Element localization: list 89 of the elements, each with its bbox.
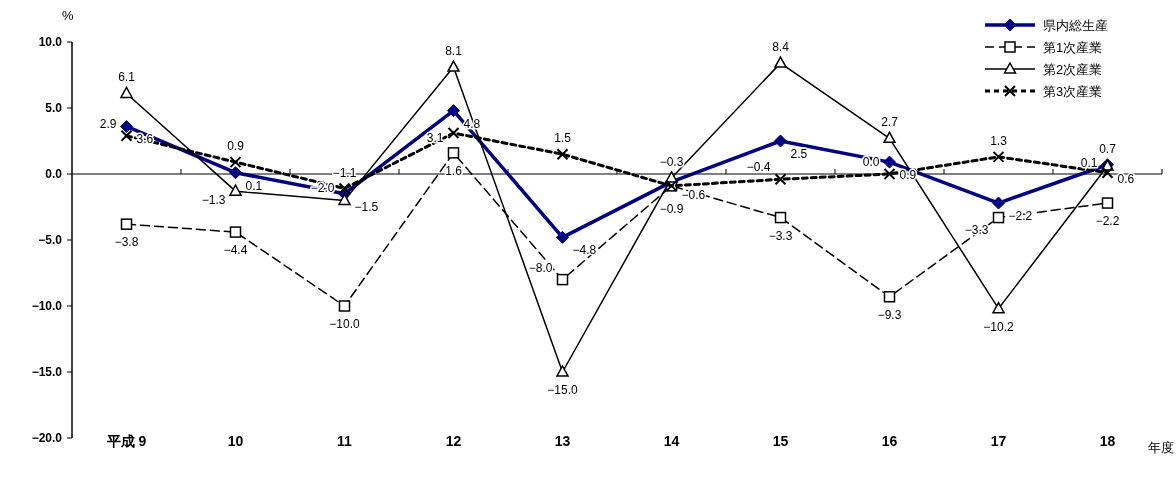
data-label: −1.5	[354, 199, 379, 214]
data-label: −10.0	[329, 317, 360, 331]
x-tick-label: 12	[445, 433, 462, 449]
y-tick-label: −10.0	[31, 299, 63, 313]
point	[1101, 166, 1114, 179]
y-tick-label: 0.0	[45, 167, 63, 181]
y-tick-label: 5.0	[45, 101, 63, 115]
x-tick-label: 平成 9	[105, 433, 147, 449]
data-label: 0.6	[1117, 172, 1135, 187]
data-label: 2.5	[790, 147, 808, 161]
point	[992, 196, 1005, 210]
point	[556, 148, 569, 161]
data-label: −0.9	[659, 201, 684, 216]
data-label: −3.3	[964, 223, 989, 238]
data-label: 6.1	[118, 70, 136, 85]
point	[1101, 197, 1114, 209]
x-tick-label: 16	[881, 433, 898, 449]
legend-label: 第1次産業	[1043, 40, 1103, 55]
data-label: 0.9	[227, 139, 245, 154]
point	[447, 147, 460, 159]
point	[120, 86, 133, 99]
data-label: −0.6	[681, 187, 706, 202]
point	[556, 273, 569, 286]
point	[556, 365, 569, 377]
point	[120, 218, 133, 230]
legend-label: 県内総生産	[1043, 18, 1108, 33]
x-tick-label: 13	[554, 433, 571, 449]
legend-label: 第2次産業	[1043, 62, 1103, 77]
point	[120, 119, 133, 133]
data-label: −9.3	[877, 307, 902, 322]
y-tick-label: 10.0	[38, 35, 63, 49]
x-tick-label: 18	[1099, 433, 1116, 449]
x-tick-label: 15	[772, 433, 789, 449]
y-tick-label: −20.0	[31, 431, 63, 445]
point	[229, 166, 242, 180]
point	[883, 291, 896, 303]
x-tick-label: 11	[337, 433, 353, 449]
point	[556, 230, 569, 244]
point	[229, 156, 242, 169]
x-axis-title: 年度	[1148, 440, 1174, 455]
point	[992, 211, 1005, 224]
point	[229, 226, 242, 238]
data-label: 0.1	[1080, 155, 1098, 170]
point	[992, 301, 1005, 314]
data-label: 1.5	[554, 131, 572, 146]
point	[120, 129, 133, 142]
point	[338, 182, 351, 195]
data-label: 0.1	[245, 178, 263, 193]
data-label: −4.8	[572, 243, 597, 258]
point	[883, 168, 896, 180]
y-tick-label: −5.0	[38, 233, 63, 247]
point	[774, 134, 787, 148]
point	[774, 211, 787, 224]
point	[992, 150, 1005, 163]
data-label: 8.4	[772, 40, 790, 55]
data-label: −3.8	[114, 235, 139, 250]
point	[883, 131, 896, 144]
x-tick-label: 14	[663, 433, 680, 449]
point	[229, 184, 242, 196]
data-label: 3.6	[136, 132, 154, 147]
y-axis-title: %	[62, 8, 74, 23]
data-label: −1.3	[201, 192, 226, 207]
point	[447, 60, 460, 72]
point	[883, 155, 896, 169]
data-label: −3.3	[768, 228, 793, 243]
data-label: 2.7	[881, 115, 899, 130]
x-tick-label: 10	[227, 433, 244, 449]
data-label: −1.1	[332, 165, 357, 180]
data-label: 0.7	[1099, 141, 1117, 156]
data-label: 1.3	[990, 133, 1008, 148]
point	[774, 56, 787, 68]
data-label: −0.3	[659, 154, 684, 169]
data-label: −0.4	[746, 160, 771, 175]
point	[338, 300, 351, 312]
x-tick-label: 17	[990, 433, 1007, 449]
data-label: −4.4	[223, 243, 248, 258]
point	[447, 104, 460, 118]
point	[338, 193, 351, 206]
data-label: −15.0	[547, 383, 578, 397]
data-label: 2.9	[99, 116, 117, 131]
y-tick-label: −15.0	[31, 365, 63, 379]
data-label: −8.0	[528, 260, 553, 275]
data-label: −2.2	[1095, 214, 1120, 229]
point	[447, 127, 460, 140]
data-label: −10.2	[983, 319, 1014, 334]
legend-label: 第3次産業	[1043, 84, 1103, 99]
point	[774, 173, 787, 186]
data-label: 1.6	[445, 163, 463, 178]
data-label: 8.1	[445, 44, 463, 59]
